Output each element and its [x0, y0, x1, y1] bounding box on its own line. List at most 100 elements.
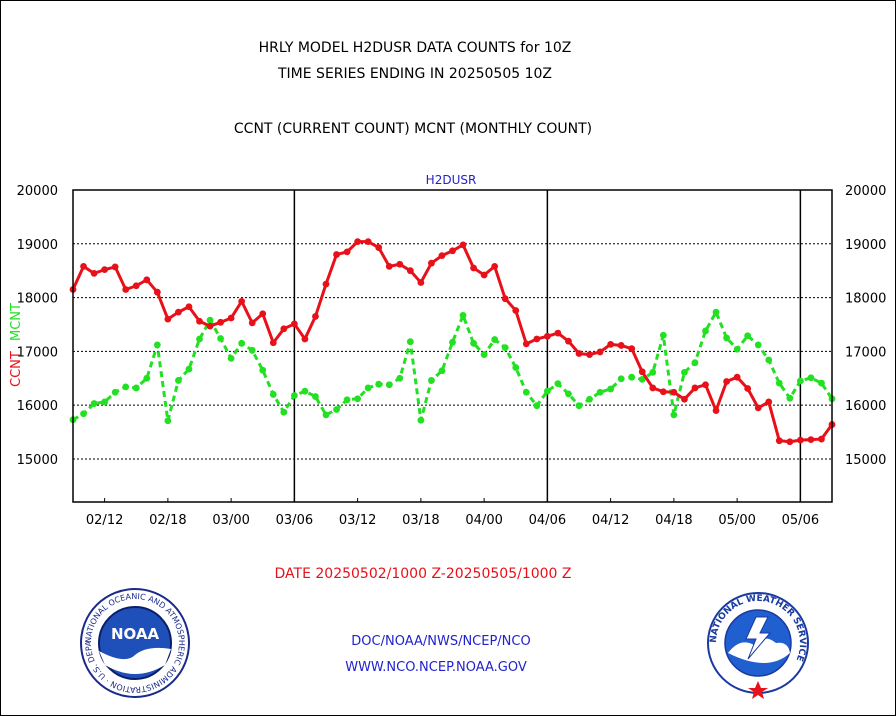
- data-point-ccnt: [364, 238, 372, 246]
- data-point-ccnt: [153, 288, 161, 296]
- data-point-mcnt: [670, 411, 678, 419]
- data-point-ccnt: [681, 395, 688, 403]
- data-point-ccnt: [280, 325, 288, 333]
- website-link[interactable]: WWW.NCO.NCEP.NOAA.GOV: [345, 660, 527, 675]
- data-point-mcnt: [343, 396, 351, 404]
- noaa-bird-icon: [99, 647, 171, 674]
- data-point-ccnt: [533, 335, 541, 343]
- data-point-mcnt: [80, 410, 87, 418]
- data-point-ccnt: [491, 262, 499, 270]
- data-point-mcnt: [196, 335, 203, 343]
- x-tick-label: 03/06: [276, 513, 313, 528]
- data-point-ccnt: [185, 303, 193, 311]
- nws-lightning-icon: [745, 616, 772, 660]
- data-point-mcnt: [733, 345, 741, 353]
- data-point-mcnt: [459, 311, 467, 319]
- y-axis-label-ccnt: CCNT: [9, 351, 24, 387]
- data-point-ccnt: [723, 378, 730, 385]
- data-point-ccnt: [175, 308, 182, 316]
- data-point-mcnt: [512, 364, 520, 371]
- noaa-logo: NATIONAL OCEANIC AND ATMOSPHERIC ADMINIS…: [80, 588, 190, 698]
- data-point-ccnt: [80, 262, 87, 270]
- plot-grid: [73, 190, 832, 502]
- y-tick-label-right: 19000: [845, 238, 886, 253]
- data-point-mcnt: [90, 400, 98, 407]
- y-tick-label-right: 18000: [845, 292, 886, 307]
- data-point-ccnt: [122, 286, 130, 293]
- x-tick-label: 05/00: [718, 513, 755, 528]
- data-point-ccnt: [227, 314, 235, 322]
- data-point-ccnt: [217, 318, 224, 326]
- y-tick-label-left: 20000: [17, 184, 58, 199]
- data-point-mcnt: [807, 374, 815, 382]
- data-point-ccnt: [449, 247, 456, 255]
- data-point-mcnt: [470, 339, 477, 347]
- data-point-ccnt: [691, 384, 699, 392]
- data-point-mcnt: [428, 377, 435, 384]
- x-tick-label: 03/12: [339, 513, 376, 528]
- data-point-mcnt: [153, 341, 161, 349]
- data-point-mcnt: [554, 380, 562, 388]
- data-point-mcnt: [132, 384, 140, 392]
- y-tick-label-left: 19000: [17, 238, 58, 253]
- data-point-mcnt: [438, 367, 446, 375]
- data-point-mcnt: [449, 338, 456, 346]
- subtitle: CCNT (CURRENT COUNT) MCNT (MONTHLY COUNT…: [234, 121, 592, 137]
- y-tick-label-left: 16000: [17, 399, 58, 414]
- data-point-mcnt: [417, 416, 425, 424]
- x-tick-label: 05/06: [782, 513, 819, 528]
- data-point-mcnt: [248, 346, 256, 354]
- data-point-mcnt: [406, 338, 414, 346]
- x-tick-labels: 02/12 02/18 03/00 03/06 03/12 03/18 04/00 04/06…: [86, 498, 819, 528]
- data-point-mcnt: [122, 383, 130, 391]
- data-point-mcnt: [364, 384, 372, 392]
- title-line-2: TIME SERIES ENDING IN 20250505 10Z: [277, 66, 552, 82]
- data-point-mcnt: [290, 392, 298, 399]
- data-point-mcnt: [723, 334, 730, 342]
- data-point-ccnt: [702, 381, 709, 389]
- chart-title: H2DUSR: [426, 173, 477, 187]
- data-point-mcnt: [143, 374, 151, 382]
- data-point-ccnt: [343, 248, 351, 256]
- data-point-ccnt: [670, 388, 678, 396]
- x-tick-label: 04/00: [465, 513, 502, 528]
- y-tick-label-left: 18000: [17, 292, 58, 307]
- data-point-mcnt: [533, 402, 541, 410]
- data-point-ccnt: [765, 398, 773, 406]
- data-point-ccnt: [649, 384, 657, 392]
- data-point-ccnt: [607, 340, 615, 348]
- data-point-ccnt: [617, 342, 625, 349]
- data-point-ccnt: [111, 263, 119, 271]
- data-point-mcnt: [702, 327, 709, 335]
- data-point-ccnt: [354, 238, 362, 246]
- data-point-ccnt: [459, 241, 467, 249]
- data-point-mcnt: [586, 395, 593, 403]
- data-point-mcnt: [217, 335, 224, 342]
- data-point-mcnt: [354, 395, 362, 403]
- data-point-ccnt: [248, 319, 256, 327]
- data-point-mcnt: [101, 398, 109, 406]
- series-mcnt: [69, 308, 836, 425]
- data-point-ccnt: [744, 385, 752, 392]
- data-point-ccnt: [164, 315, 172, 323]
- data-point-mcnt: [796, 377, 804, 385]
- data-point-mcnt: [575, 402, 583, 410]
- y-axis-label-mcnt: MCNT: [9, 303, 24, 341]
- x-tick-label: 04/12: [592, 513, 629, 528]
- data-point-ccnt: [733, 373, 741, 381]
- x-tick-label: 03/00: [212, 513, 249, 528]
- y-tick-label-right: 15000: [845, 453, 886, 468]
- data-point-mcnt: [491, 336, 499, 343]
- data-point-ccnt: [754, 404, 762, 412]
- plot-border: [72, 189, 833, 503]
- data-point-ccnt: [312, 313, 319, 320]
- data-point-ccnt: [396, 260, 404, 268]
- doc-link[interactable]: DOC/NOAA/NWS/NCEP/NCO: [351, 634, 530, 649]
- data-point-mcnt: [775, 379, 783, 387]
- x-tick-label: 04/06: [529, 513, 566, 528]
- noaa-inner-text: NOAA: [111, 625, 160, 643]
- title-line-1: HRLY MODEL H2DUSR DATA COUNTS for 10Z: [259, 40, 572, 56]
- data-point-mcnt: [649, 368, 657, 376]
- series-layer: [69, 238, 836, 446]
